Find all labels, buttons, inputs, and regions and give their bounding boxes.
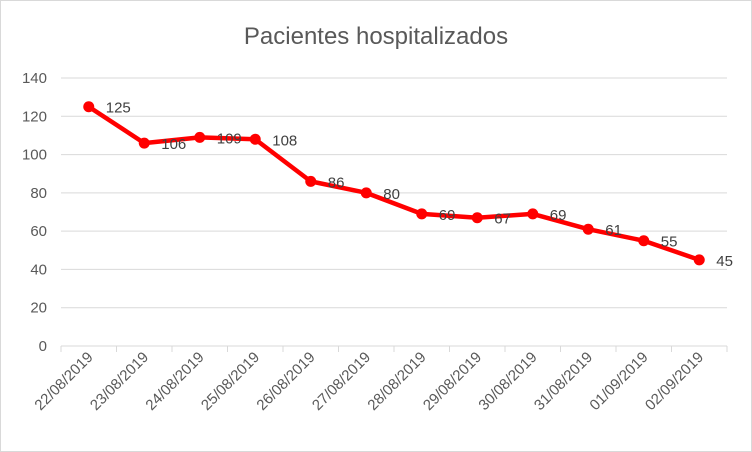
y-tick-label: 100 [22, 147, 47, 164]
data-label: 80 [383, 186, 400, 203]
x-tick-label: 23/08/2019 [87, 349, 152, 414]
data-label: 109 [217, 130, 242, 147]
x-tick-label: 29/08/2019 [420, 349, 485, 414]
data-point [360, 187, 372, 199]
points-layer [83, 101, 705, 266]
data-label: 45 [716, 253, 733, 270]
data-labels-layer: 125 106 109 108 86 80 69 67 69 61 55 45 [106, 100, 733, 270]
x-tick-label: 24/08/2019 [142, 349, 207, 414]
data-point [638, 235, 650, 247]
data-label: 67 [494, 211, 511, 228]
x-tick-label: 01/09/2019 [586, 349, 651, 414]
x-axis [60, 345, 728, 352]
data-label: 61 [605, 222, 622, 239]
data-label: 69 [439, 207, 456, 224]
y-tick-label: 120 [22, 108, 47, 125]
data-point [249, 133, 261, 145]
data-point [582, 223, 594, 235]
data-point [194, 131, 206, 143]
y-axis-ticks: 0 20 40 60 80 100 120 140 [22, 70, 47, 355]
y-tick-label: 0 [39, 338, 47, 355]
x-tick-label: 02/09/2019 [642, 349, 707, 414]
series-line [86, 104, 702, 263]
data-point [693, 254, 705, 266]
y-tick-label: 20 [30, 300, 47, 317]
x-tick-label: 28/08/2019 [364, 349, 429, 414]
data-label: 86 [328, 174, 345, 191]
x-tick-label: 27/08/2019 [309, 349, 374, 414]
chart-title: Pacientes hospitalizados [244, 23, 508, 50]
data-label: 125 [106, 100, 131, 117]
data-point [305, 175, 317, 187]
x-tick-label: 30/08/2019 [475, 349, 540, 414]
data-label: 106 [161, 136, 186, 153]
y-tick-label: 80 [30, 185, 47, 202]
data-label: 108 [272, 132, 297, 149]
y-tick-label: 40 [30, 261, 47, 278]
data-point [471, 212, 483, 224]
data-point [527, 208, 539, 220]
x-axis-ticks: 22/08/201923/08/201924/08/201925/08/2019… [31, 349, 707, 414]
data-label: 69 [550, 207, 567, 224]
x-tick-label: 22/08/2019 [31, 349, 96, 414]
series-layer [86, 104, 702, 263]
y-tick-label: 60 [30, 223, 47, 240]
data-label: 55 [661, 234, 678, 251]
x-tick-label: 31/08/2019 [531, 349, 596, 414]
data-point [416, 208, 428, 220]
x-tick-label: 26/08/2019 [253, 349, 318, 414]
data-point [138, 137, 150, 149]
data-point [83, 101, 95, 113]
y-tick-label: 140 [22, 70, 47, 87]
gridlines [61, 77, 727, 309]
x-tick-label: 25/08/2019 [198, 349, 263, 414]
